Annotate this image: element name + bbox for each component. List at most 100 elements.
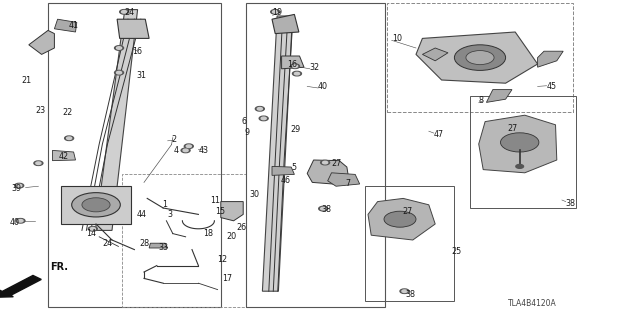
Circle shape	[115, 70, 124, 75]
Polygon shape	[221, 202, 243, 221]
Circle shape	[273, 11, 278, 13]
Circle shape	[257, 108, 262, 110]
Circle shape	[184, 144, 193, 148]
Text: 7: 7	[346, 179, 351, 188]
Text: 11: 11	[210, 196, 220, 204]
Circle shape	[17, 184, 22, 187]
Text: 45: 45	[547, 82, 557, 91]
Polygon shape	[416, 32, 538, 83]
Polygon shape	[486, 90, 512, 102]
Circle shape	[271, 10, 280, 14]
Bar	[470, 96, 576, 208]
Text: 21: 21	[21, 76, 31, 84]
Circle shape	[259, 116, 268, 121]
Circle shape	[34, 161, 43, 165]
Text: 27: 27	[332, 159, 342, 168]
Text: 44: 44	[136, 210, 147, 219]
Text: 27: 27	[402, 207, 412, 216]
Text: 31: 31	[136, 71, 147, 80]
Text: 40: 40	[318, 82, 328, 91]
Text: 16: 16	[132, 47, 143, 56]
Text: 46: 46	[280, 176, 291, 185]
Circle shape	[15, 183, 24, 188]
Circle shape	[454, 45, 506, 70]
Circle shape	[90, 228, 95, 230]
Circle shape	[122, 11, 127, 13]
Bar	[61, 186, 131, 224]
Text: 26: 26	[237, 223, 247, 232]
Text: 12: 12	[218, 255, 228, 264]
Circle shape	[115, 46, 124, 50]
Text: 42: 42	[59, 152, 69, 161]
Text: 4: 4	[174, 146, 179, 155]
Text: 6: 6	[242, 117, 247, 126]
Text: 22: 22	[63, 108, 73, 116]
Text: 24: 24	[102, 239, 113, 248]
Text: 24: 24	[124, 8, 134, 17]
Circle shape	[321, 207, 326, 210]
Text: 14: 14	[86, 229, 97, 238]
Circle shape	[500, 133, 539, 152]
Polygon shape	[307, 160, 349, 184]
Circle shape	[181, 148, 190, 153]
Polygon shape	[29, 30, 54, 54]
Circle shape	[292, 71, 301, 76]
Circle shape	[261, 117, 266, 120]
Text: 3: 3	[167, 210, 172, 219]
Polygon shape	[95, 10, 138, 230]
Text: 10: 10	[392, 34, 402, 43]
Polygon shape	[479, 115, 557, 173]
Circle shape	[36, 162, 41, 164]
Polygon shape	[149, 243, 168, 248]
Text: 15: 15	[215, 207, 225, 216]
Text: 41: 41	[69, 21, 79, 30]
Circle shape	[384, 211, 416, 227]
Circle shape	[402, 290, 407, 292]
Circle shape	[255, 107, 264, 111]
Text: 40: 40	[10, 218, 20, 227]
Bar	[122, 174, 246, 307]
Text: 16: 16	[287, 60, 297, 68]
Circle shape	[321, 160, 330, 165]
Polygon shape	[52, 150, 76, 161]
Polygon shape	[54, 19, 77, 32]
Polygon shape	[422, 48, 448, 61]
Text: 2: 2	[172, 135, 177, 144]
Circle shape	[186, 145, 191, 148]
Bar	[365, 186, 454, 301]
Circle shape	[72, 193, 120, 217]
Text: 23: 23	[36, 106, 46, 115]
Circle shape	[292, 65, 298, 68]
Text: 29: 29	[290, 125, 300, 134]
Circle shape	[116, 71, 122, 74]
Circle shape	[183, 149, 188, 152]
Text: 18: 18	[204, 229, 214, 238]
Circle shape	[294, 72, 300, 75]
Circle shape	[18, 220, 23, 222]
Bar	[387, 3, 573, 112]
Polygon shape	[328, 173, 360, 186]
Bar	[48, 3, 221, 307]
Circle shape	[323, 161, 328, 164]
Text: 27: 27	[508, 124, 518, 132]
Polygon shape	[117, 19, 149, 38]
Text: 47: 47	[434, 130, 444, 139]
Circle shape	[319, 206, 328, 211]
Text: 32: 32	[310, 63, 320, 72]
Polygon shape	[282, 56, 304, 69]
Polygon shape	[368, 198, 435, 240]
Text: FR.: FR.	[50, 262, 68, 272]
Circle shape	[65, 136, 74, 140]
Text: 28: 28	[140, 239, 150, 248]
Polygon shape	[272, 14, 299, 34]
Text: 39: 39	[12, 184, 22, 193]
Circle shape	[516, 164, 524, 168]
Text: 43: 43	[198, 146, 209, 155]
Circle shape	[400, 289, 409, 293]
Text: 25: 25	[451, 247, 461, 256]
Polygon shape	[538, 51, 563, 67]
Text: 1: 1	[163, 200, 168, 209]
Circle shape	[88, 227, 97, 231]
FancyArrow shape	[0, 276, 41, 297]
Text: 33: 33	[158, 244, 168, 252]
